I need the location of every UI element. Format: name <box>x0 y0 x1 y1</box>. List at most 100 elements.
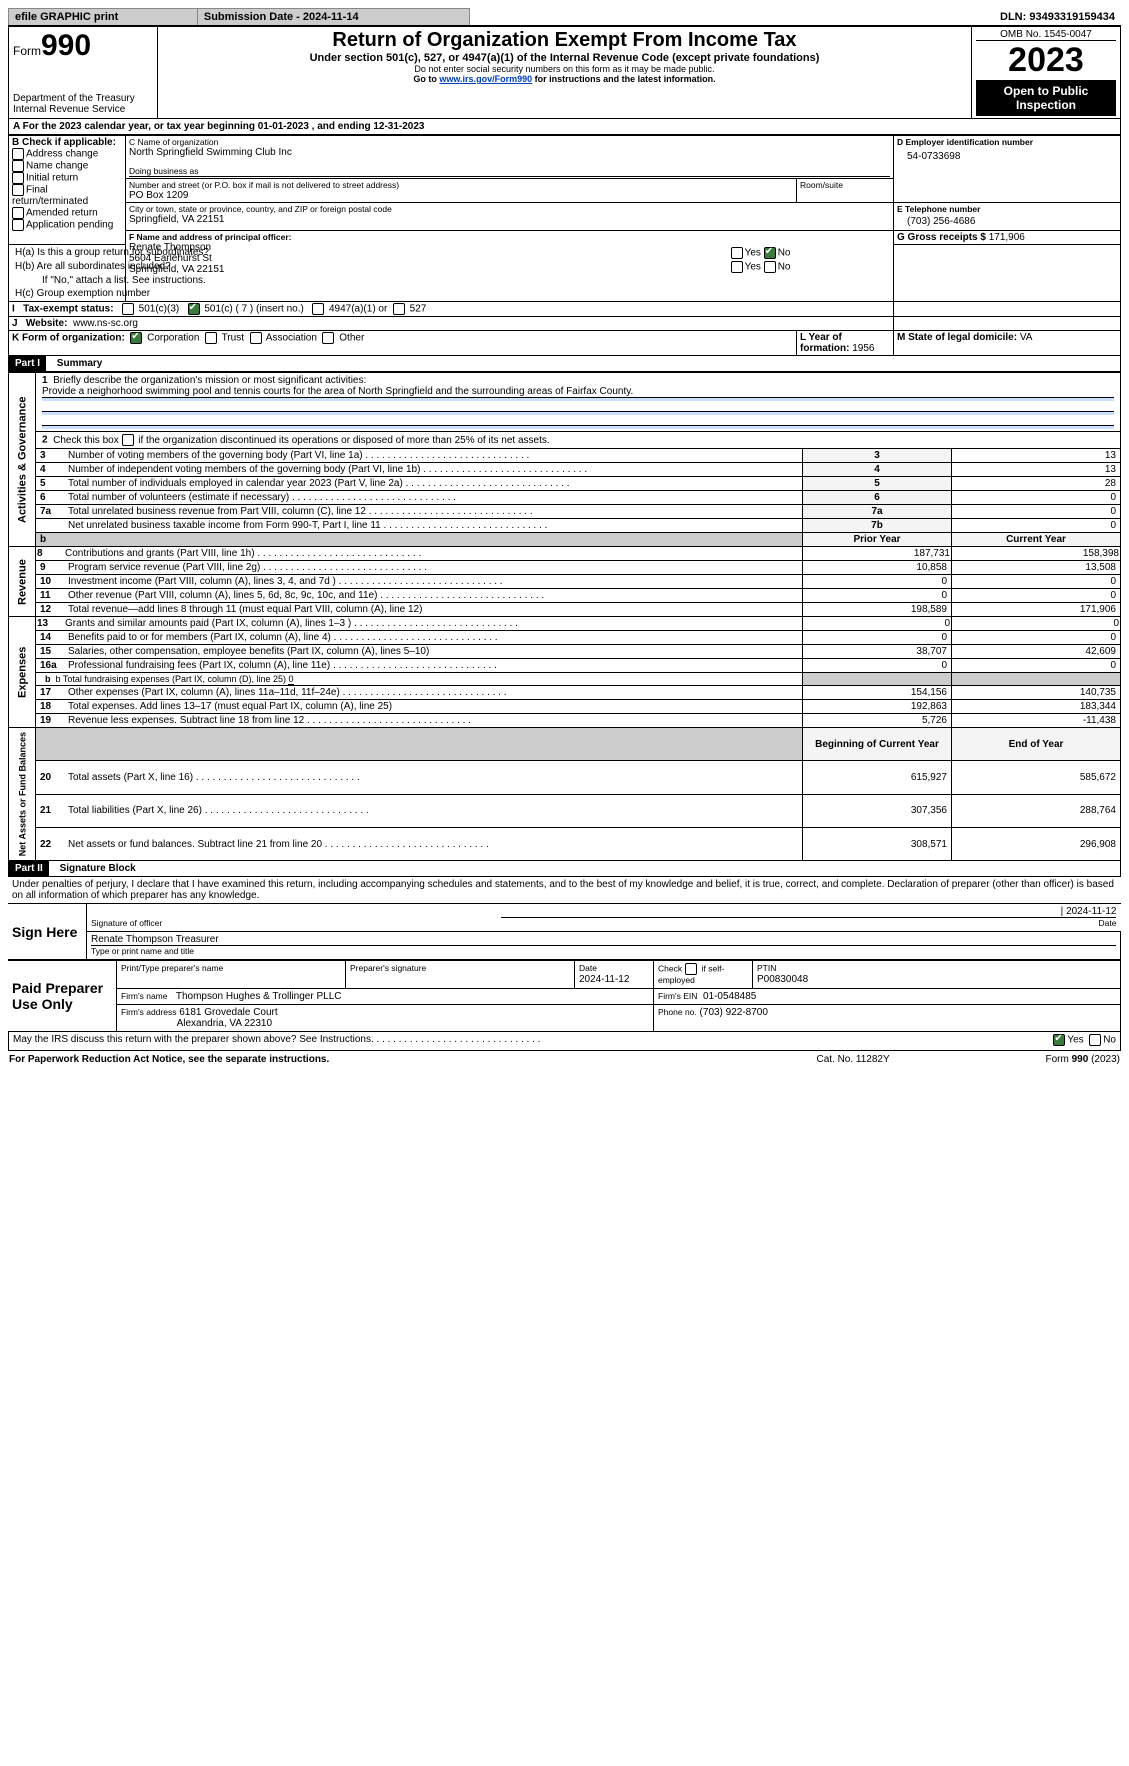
chk-final-return[interactable]: Final return/terminated <box>12 184 122 207</box>
line-num: 4 <box>40 464 46 475</box>
dln-label: DLN: <box>1000 11 1029 23</box>
city-value: Springfield, VA 22151 <box>129 214 890 225</box>
current-val: 158,398 <box>952 547 1121 561</box>
mission-text: Provide a neighorhood swimming pool and … <box>42 386 1114 398</box>
opt-trust: Trust <box>222 333 244 344</box>
goto-label: Go to <box>413 74 439 84</box>
part1-bar: Part I <box>9 356 46 371</box>
h-b2: If "No," attach a list. See instructions… <box>12 274 794 287</box>
line-val: 0 <box>952 505 1121 519</box>
sig-officer-label: Signature of officer <box>91 918 162 928</box>
current-val: 42,609 <box>952 645 1121 659</box>
declaration: Under penalties of perjury, I declare th… <box>8 877 1121 903</box>
current-val: 0 <box>952 617 1121 631</box>
opt-other: Other <box>339 333 364 344</box>
street-value: PO Box 1209 <box>129 190 793 201</box>
firm-addr-label: Firm's address <box>121 1007 176 1017</box>
opt-4947: 4947(a)(1) or <box>329 304 387 315</box>
irs-link[interactable]: www.irs.gov/Form990 <box>439 74 532 84</box>
line-text: Professional fundraising fees (Part IX, … <box>64 659 803 673</box>
col-eoy: End of Year <box>952 728 1121 761</box>
ha-yes[interactable] <box>731 247 743 259</box>
form-number: 990 <box>41 29 91 62</box>
current-val: 13,508 <box>952 561 1121 575</box>
discuss-yes[interactable] <box>1053 1034 1065 1046</box>
form-header: Form990 Department of the Treasury Inter… <box>8 27 1121 119</box>
form-title: Return of Organization Exempt From Incom… <box>162 29 967 52</box>
chk-assoc[interactable] <box>250 332 262 344</box>
firm-addr1: 6181 Grovedale Court <box>179 1007 277 1018</box>
no-label: No <box>778 262 791 273</box>
chk-other[interactable] <box>322 332 334 344</box>
line-num: 21 <box>40 805 51 816</box>
line-ref: 6 <box>803 491 952 505</box>
col-prior: Prior Year <box>803 533 952 547</box>
chk-527[interactable] <box>393 303 405 315</box>
line-text: Net unrelated business taxable income fr… <box>64 519 803 533</box>
current-val: 0 <box>952 631 1121 645</box>
chk-name-change[interactable]: Name change <box>12 160 122 172</box>
dln: DLN: 93493319159434 <box>915 9 1121 27</box>
prior-val: 0 <box>803 575 952 589</box>
prior-val: 187,731 <box>803 547 952 561</box>
chk-501c3[interactable] <box>122 303 134 315</box>
dept-line2: Internal Revenue Service <box>13 104 153 115</box>
discuss-no[interactable] <box>1089 1034 1101 1046</box>
side-net-assets: Net Assets or Fund Balances <box>9 728 36 861</box>
line-ref: 3 <box>803 449 952 463</box>
line-16b-val: 0 <box>288 674 293 685</box>
line-text: Total number of volunteers (estimate if … <box>64 491 803 505</box>
h-c: H(c) Group exemption number <box>12 287 794 300</box>
website-label: Website: <box>26 318 68 329</box>
line-text: Revenue less expenses. Subtract line 18 … <box>64 714 803 728</box>
dln-value: 93493319159434 <box>1029 11 1115 23</box>
efile-button[interactable]: efile GRAPHIC print <box>9 9 198 27</box>
chk-trust[interactable] <box>205 332 217 344</box>
form-num-footer: 990 <box>1072 1054 1089 1065</box>
line-text: Other expenses (Part IX, column (A), lin… <box>64 686 803 700</box>
chk-address-change[interactable]: Address change <box>12 148 122 160</box>
hb-yes[interactable] <box>731 261 743 273</box>
line-ref: 7b <box>803 519 952 533</box>
hb-no[interactable] <box>764 261 776 273</box>
chk-discontinued[interactable] <box>122 434 134 446</box>
domicile-label: M State of legal domicile: <box>897 332 1020 343</box>
line-text: Net assets or fund balances. Subtract li… <box>64 827 803 860</box>
line-num: 15 <box>40 646 51 657</box>
org-name-label: C Name of organization <box>129 137 890 147</box>
phone-value: (703) 256-4686 <box>897 214 1117 229</box>
sig-date-label: Date <box>1099 918 1117 928</box>
subtitle-1: Under section 501(c), 527, or 4947(a)(1)… <box>162 52 967 64</box>
phone-label: E Telephone number <box>897 204 1117 214</box>
firm-ein: 01-0548485 <box>703 991 756 1002</box>
dba-label: Doing business as <box>129 166 890 177</box>
chk-amended-return[interactable]: Amended return <box>12 207 122 219</box>
line-text: Number of independent voting members of … <box>64 463 803 477</box>
chk-self-employed[interactable] <box>685 963 697 975</box>
chk-corp[interactable] <box>130 332 142 344</box>
line-a-text2: , and ending <box>309 121 373 132</box>
line-num: 10 <box>40 576 51 587</box>
firm-addr2: Alexandria, VA 22310 <box>177 1018 272 1029</box>
part2-bar: Part II <box>9 861 49 876</box>
open-to-public: Open to Public Inspection <box>976 80 1116 116</box>
prior-val: 0 <box>803 589 952 603</box>
org-name: North Springfield Swimming Club Inc <box>129 147 890 158</box>
line-text: Salaries, other compensation, employee b… <box>64 645 803 659</box>
year-formation: 1956 <box>852 343 874 354</box>
line-ref: 4 <box>803 463 952 477</box>
boy-val: 307,356 <box>803 794 952 827</box>
ha-no[interactable] <box>764 247 776 259</box>
ein-label: D Employer identification number <box>897 137 1117 147</box>
yes-label: Yes <box>1067 1035 1083 1046</box>
yes-label: Yes <box>745 262 761 273</box>
chk-app-pending[interactable]: Application pending <box>12 219 122 231</box>
preparer-table: Paid Preparer Use Only Print/Type prepar… <box>8 960 1121 1032</box>
chk-4947[interactable] <box>312 303 324 315</box>
chk-501c[interactable] <box>188 303 200 315</box>
chk-initial-return[interactable]: Initial return <box>12 172 122 184</box>
ptin: P00830048 <box>757 974 808 985</box>
part1-title: Summary <box>49 358 103 369</box>
firm-phone: (703) 922-8700 <box>700 1007 768 1018</box>
current-val: 171,906 <box>952 603 1121 617</box>
